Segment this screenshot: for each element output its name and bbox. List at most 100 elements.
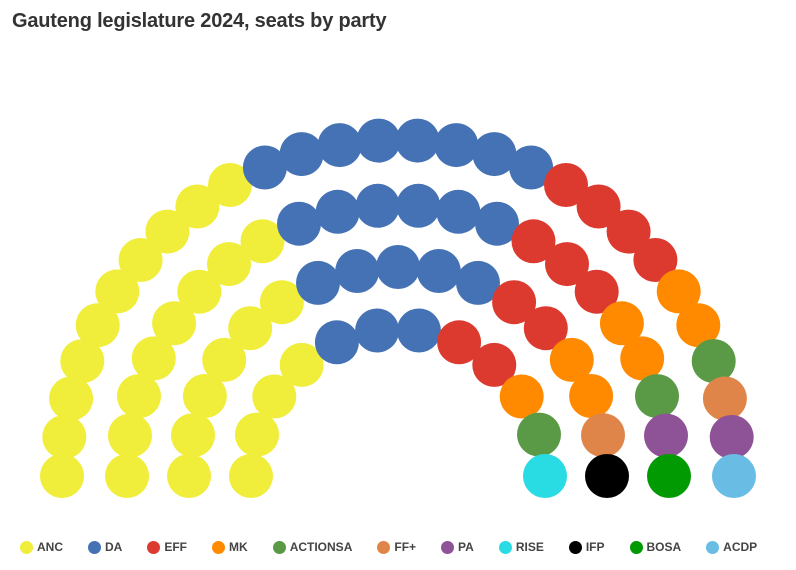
- seat-anc: [208, 163, 252, 207]
- seat-eff: [576, 184, 621, 229]
- seat-da: [509, 145, 554, 190]
- seat-da: [456, 260, 500, 305]
- seat-anc: [182, 374, 227, 418]
- seat-eff: [492, 280, 537, 325]
- seat-mk: [569, 374, 614, 418]
- seat-eff: [606, 209, 651, 254]
- seat-mk: [656, 269, 701, 314]
- seat-mk: [620, 336, 665, 381]
- seat-eff: [574, 269, 619, 314]
- seat-da: [279, 132, 324, 177]
- legend-item-anc: ANC: [20, 540, 63, 554]
- legend-label: PA: [458, 540, 474, 554]
- legend-label: IFP: [585, 540, 605, 554]
- legend-swatch: [706, 540, 720, 554]
- seat-anc: [145, 209, 190, 254]
- seat-anc: [105, 454, 149, 498]
- seat-anc: [228, 306, 273, 351]
- seat-anc: [75, 303, 120, 348]
- legend-swatch: [568, 540, 582, 554]
- legend-item-bosa: BOSA: [629, 540, 681, 554]
- seat-anc: [240, 219, 285, 264]
- seat-anc: [177, 269, 222, 314]
- seat-da: [396, 308, 441, 353]
- seat-rise: [523, 454, 567, 498]
- seat-eff: [523, 306, 568, 351]
- legend-swatch: [377, 540, 391, 554]
- legend-swatch: [629, 540, 643, 554]
- legend-item-mk: MK: [212, 540, 248, 554]
- legend-swatch: [272, 540, 286, 554]
- legend-label: EFF: [164, 540, 188, 554]
- legend-swatch: [212, 540, 226, 554]
- seat-anc: [202, 337, 247, 382]
- legend-label: ACTIONSA: [289, 540, 353, 554]
- seat-anc: [175, 184, 220, 229]
- legend: ANC DA EFF MK ACTIONSA FF+ PA RISE IFP BOSA ACDP: [20, 540, 782, 554]
- seat-anc: [171, 413, 215, 458]
- seat-anc: [131, 336, 176, 381]
- seat-da: [356, 118, 401, 163]
- legend-item-ifp: IFP: [568, 540, 605, 554]
- seat-actionsa: [691, 339, 736, 384]
- legend-item-rise: RISE: [498, 540, 544, 554]
- seat-bosa: [647, 454, 691, 498]
- seat-actionsa: [635, 374, 679, 419]
- legend-label: DA: [105, 540, 123, 554]
- seat-anc: [152, 301, 197, 346]
- seat-ff: [702, 376, 747, 421]
- seat-anc: [117, 374, 161, 419]
- seat-da: [436, 189, 481, 234]
- seat-anc: [235, 412, 279, 457]
- seat-da: [355, 183, 400, 228]
- seat-mk: [599, 301, 644, 346]
- legend-item-eff: EFF: [147, 540, 187, 554]
- legend-item-pa: PA: [441, 540, 474, 554]
- legend-label: ANC: [37, 540, 63, 554]
- seat-anc: [60, 339, 105, 384]
- legend-swatch: [88, 540, 101, 554]
- seat-da: [376, 245, 420, 289]
- seat-da: [472, 132, 517, 177]
- legend-swatch: [147, 540, 161, 554]
- seat-da: [296, 260, 340, 305]
- seat-anc: [95, 269, 140, 314]
- seat-anc: [40, 454, 84, 498]
- legend-swatch: [441, 540, 455, 554]
- legend-label: ACDP: [723, 540, 758, 554]
- seat-ff: [581, 413, 625, 458]
- seat-da: [317, 123, 362, 168]
- seat-eff: [544, 163, 588, 207]
- seat-anc: [167, 454, 211, 498]
- seat-pa: [644, 413, 688, 458]
- seat-anc: [259, 280, 304, 325]
- seat-anc: [49, 376, 94, 421]
- legend-label: RISE: [515, 540, 544, 554]
- seat-anc: [252, 374, 297, 419]
- seat-eff: [511, 219, 556, 264]
- seat-mk: [676, 303, 721, 348]
- seat-ifp: [585, 454, 629, 498]
- legend-item-ff: FF+: [377, 540, 416, 554]
- seat-acdp: [712, 454, 756, 498]
- seat-mk: [499, 374, 544, 419]
- seat-pa: [709, 415, 754, 459]
- seat-anc: [108, 413, 152, 458]
- seat-eff: [545, 242, 589, 287]
- seat-da: [395, 118, 440, 163]
- seat-anc: [229, 454, 273, 498]
- seat-anc: [118, 238, 163, 282]
- legend-item-da: DA: [88, 540, 122, 554]
- seat-anc: [279, 342, 324, 387]
- legend-swatch: [20, 540, 33, 554]
- seat-da: [475, 201, 519, 246]
- seat-da: [434, 123, 479, 168]
- seat-actionsa: [517, 412, 561, 457]
- legend-item-acdp: ACDP: [706, 540, 757, 554]
- seat-da: [315, 189, 360, 234]
- seat-da: [416, 249, 461, 293]
- seat-da: [335, 249, 380, 293]
- seat-anc: [207, 242, 251, 287]
- seat-da: [242, 145, 287, 190]
- legend-swatch: [498, 540, 512, 554]
